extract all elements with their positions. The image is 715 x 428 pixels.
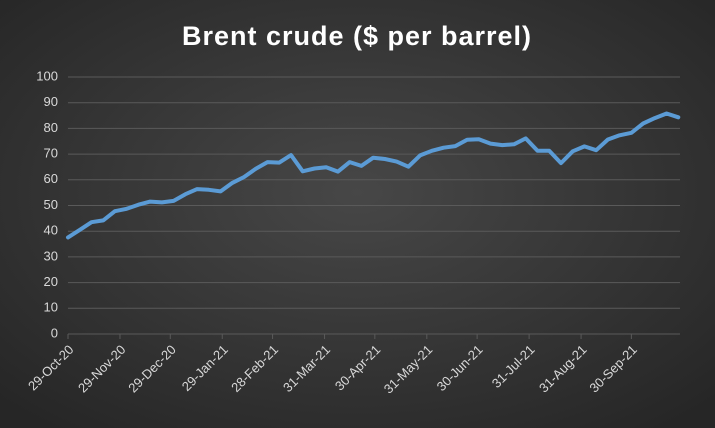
chart-title: Brent crude ($ per barrel) [182,21,532,51]
y-tick-label: 100 [36,68,58,83]
y-tick-label: 70 [44,146,58,161]
y-tick-label: 90 [44,94,58,109]
y-tick-label: 40 [44,223,58,238]
y-tick-label: 10 [44,300,58,315]
y-tick-label: 0 [51,325,58,340]
y-tick-label: 30 [44,248,58,263]
y-tick-label: 60 [44,171,58,186]
y-tick-label: 20 [44,274,58,289]
y-tick-label: 50 [44,197,58,212]
y-tick-label: 80 [44,120,58,135]
price-line [66,111,681,240]
